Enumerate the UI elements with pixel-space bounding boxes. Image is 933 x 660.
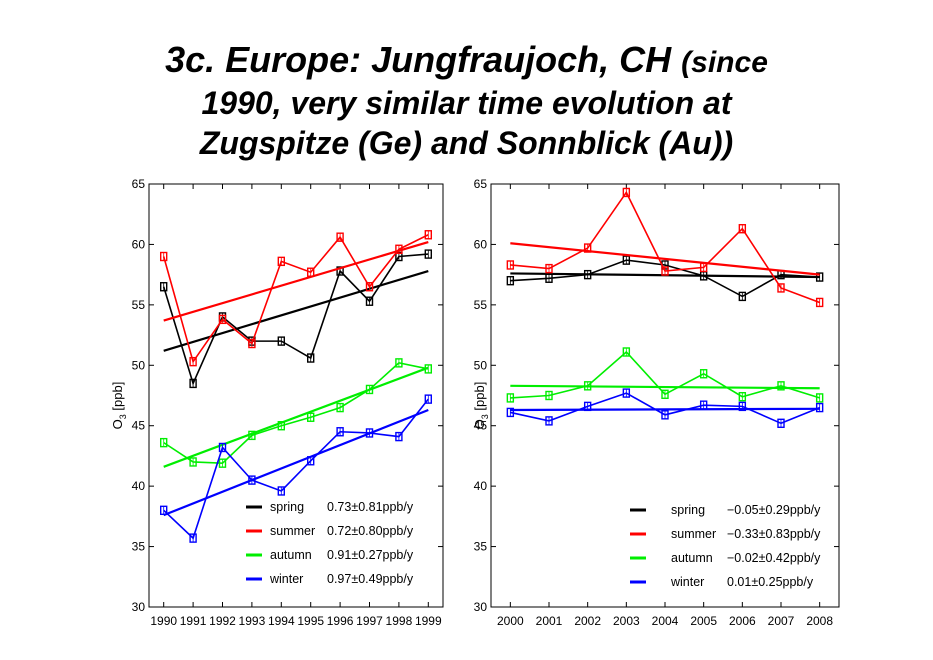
trend-line-spring	[163, 269, 429, 352]
series-spring: spring −0.05±0.29ppb/y	[506, 255, 824, 517]
series-spring: spring 0.73±0.81ppb/y	[159, 249, 432, 514]
x-tick-label: 1996	[327, 614, 354, 628]
title-line-3: Zugspitze (Ge) and Sonnblick (Au))	[199, 125, 734, 161]
y-tick-label: 35	[474, 540, 488, 554]
y-tick-label: 65	[474, 177, 488, 191]
x-tick-label: 2008	[806, 614, 833, 628]
series-autumn: autumn 0.91±0.27ppb/y	[159, 358, 432, 562]
data-line-winter	[163, 398, 429, 540]
legend-value-summer: −0.33±0.83ppb/y	[727, 527, 821, 541]
title-main: 3c. Europe: Jungfraujoch, CH	[165, 39, 672, 80]
data-line-summer	[162, 234, 429, 364]
slide-title: 3c. Europe: Jungfraujoch, CH (since 1990…	[0, 40, 933, 163]
x-tick-label: 2004	[652, 614, 679, 628]
y-axis-label: O3 [ppb]	[110, 382, 128, 430]
x-tick-label: 1990	[150, 614, 177, 628]
x-tick-label: 2005	[690, 614, 717, 628]
series-autumn: autumn −0.02±0.42ppb/y	[506, 347, 824, 565]
data-line-autumn	[163, 362, 429, 464]
series-summer: summer −0.33±0.83ppb/y	[506, 187, 824, 541]
x-tick-label: 1991	[180, 614, 207, 628]
x-tick-label: 2006	[729, 614, 756, 628]
legend-label-autumn: autumn	[671, 551, 713, 565]
trend-line-winter	[510, 407, 820, 412]
y-tick-label: 45	[474, 419, 488, 433]
y-tick-label: 30	[474, 600, 488, 614]
legend-label-spring: spring	[270, 500, 304, 514]
x-tick-label: 1997	[356, 614, 383, 628]
legend-label-spring: spring	[671, 503, 705, 517]
y-tick-label: 50	[132, 358, 146, 372]
trend-line-winter	[163, 408, 429, 517]
legend-label-winter: winter	[269, 572, 303, 586]
chart-panel-2: 30 35 40 45 50 55 60 65 2000 2001 2002 2003 2004 2005…	[472, 177, 840, 628]
x-tick-label: 1998	[386, 614, 413, 628]
y-tick-label: 40	[132, 479, 146, 493]
x-tick-label: 1994	[268, 614, 295, 628]
series-summer: summer 0.72±0.80ppb/y	[159, 230, 432, 538]
y-tick-label: 60	[132, 237, 146, 251]
y-tick-label: 30	[132, 600, 146, 614]
x-tick-label: 2002	[574, 614, 601, 628]
y-tick-label: 55	[132, 298, 146, 312]
x-tick-label: 1995	[297, 614, 324, 628]
y-axis-label: O3 [ppb]	[472, 382, 490, 430]
x-tick-label: 2001	[536, 614, 563, 628]
y-tick-label: 35	[132, 540, 146, 554]
series-winter: winter 0.97±0.49ppb/y	[159, 394, 432, 586]
legend-label-autumn: autumn	[270, 548, 312, 562]
trend-line-autumn	[163, 366, 429, 468]
x-tick-label: 1993	[239, 614, 266, 628]
legend-value-spring: 0.73±0.81ppb/y	[327, 500, 414, 514]
legend-value-spring: −0.05±0.29ppb/y	[727, 503, 821, 517]
series-winter: winter 0.01±0.25ppb/y	[506, 388, 824, 589]
y-tick-label: 50	[474, 358, 488, 372]
legend-label-summer: summer	[270, 524, 315, 538]
y-tick-label: 65	[132, 177, 146, 191]
x-tick-label: 2000	[497, 614, 524, 628]
y-tick-label: 40	[474, 479, 488, 493]
legend-value-autumn: 0.91±0.27ppb/y	[327, 548, 414, 562]
x-tick-label: 2003	[613, 614, 640, 628]
chart-panel-1: 30 35 40 45 50 55 60 65 1990 1991 1992 1993 1994 1995…	[110, 177, 444, 628]
trend-line-summer	[163, 240, 429, 322]
x-tick-label: 2007	[768, 614, 795, 628]
legend-value-autumn: −0.02±0.42ppb/y	[727, 551, 821, 565]
legend-value-winter: 0.97±0.49ppb/y	[327, 572, 414, 586]
y-tick-label: 55	[474, 298, 488, 312]
title-line-1: 3c. Europe: Jungfraujoch, CH (since	[0, 40, 933, 83]
legend-value-summer: 0.72±0.80ppb/y	[327, 524, 414, 538]
trend-line-autumn	[510, 384, 820, 390]
title-line-2: 1990, very similar time evolution at	[201, 85, 732, 121]
y-tick-label: 60	[474, 237, 488, 251]
x-tick-label: 1992	[209, 614, 236, 628]
data-line-spring	[162, 253, 429, 386]
legend-value-winter: 0.01±0.25ppb/y	[727, 575, 814, 589]
legend-label-winter: winter	[670, 575, 704, 589]
y-tick-label: 45	[132, 419, 146, 433]
title-small: (since	[681, 46, 768, 79]
x-tick-label: 1999	[415, 614, 442, 628]
plot-frame	[148, 183, 444, 608]
legend-label-summer: summer	[671, 527, 716, 541]
